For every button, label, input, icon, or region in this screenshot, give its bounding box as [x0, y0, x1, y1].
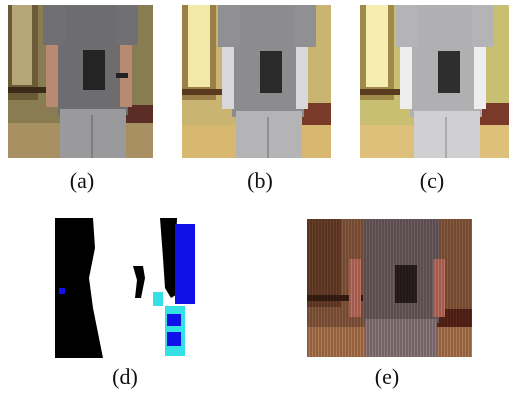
caption-b: (b) [247, 168, 273, 193]
panel-d-segmentation [55, 218, 198, 358]
caption-d: (d) [112, 364, 138, 389]
caption-a: (a) [69, 168, 95, 193]
caption-e: (e) [374, 364, 400, 389]
panel-a-image [8, 5, 153, 158]
panel-e-image [307, 219, 472, 357]
caption-c: (c) [419, 168, 445, 193]
panel-c-image [360, 5, 509, 158]
panel-b-image [182, 5, 331, 158]
